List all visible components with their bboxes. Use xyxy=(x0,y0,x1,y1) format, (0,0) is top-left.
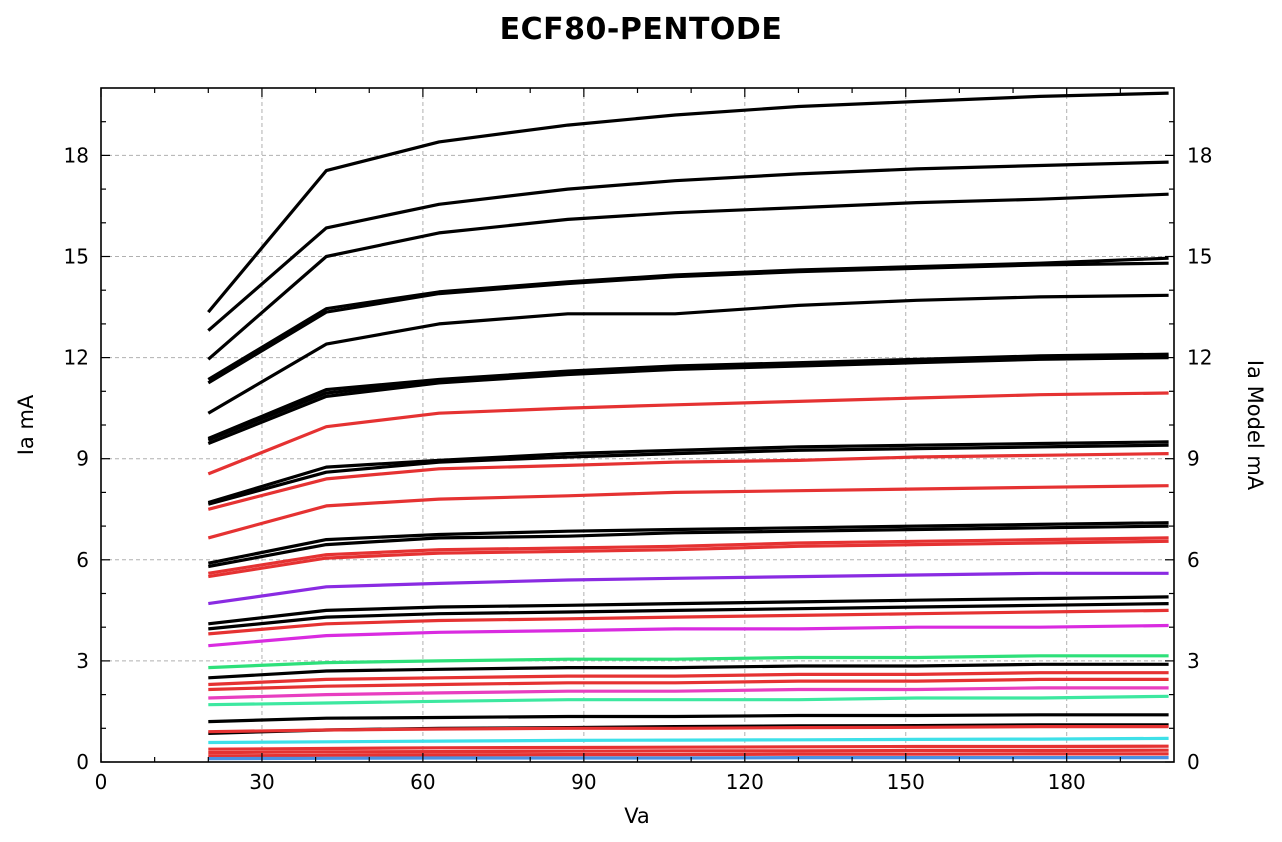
x-axis-label: Va xyxy=(624,804,650,828)
series-line-21 xyxy=(208,608,1169,636)
x-tick-label: 90 xyxy=(571,770,596,794)
y-tick-label-right: 9 xyxy=(1187,447,1200,471)
series-line-25 xyxy=(208,671,1169,687)
series-line-32 xyxy=(208,736,1169,745)
series-line-23 xyxy=(208,654,1169,670)
y-tick-label: 9 xyxy=(76,447,89,471)
chart-title: ECF80-PENTODE xyxy=(499,12,783,47)
ticks xyxy=(100,88,1174,763)
series-line-3 xyxy=(207,256,1169,381)
series-line-19 xyxy=(208,595,1169,626)
x-tick-label: 180 xyxy=(1048,770,1086,794)
x-tick-label: 120 xyxy=(726,770,764,794)
series-line-27 xyxy=(208,686,1169,700)
y-tick-label: 12 xyxy=(64,346,89,370)
curves xyxy=(207,91,1169,761)
series-line-26 xyxy=(208,677,1169,692)
series-line-28 xyxy=(208,694,1169,707)
series-line-8 xyxy=(207,356,1169,445)
x-tick-label: 0 xyxy=(95,770,108,794)
series-line-11 xyxy=(207,443,1169,506)
series-line-24 xyxy=(208,662,1169,680)
series-line-35 xyxy=(208,752,1169,758)
x-tick-label: 150 xyxy=(887,770,925,794)
y-tick-label-right: 6 xyxy=(1187,548,1200,572)
y-tick-label-right: 3 xyxy=(1187,649,1200,673)
series-line-6 xyxy=(207,352,1169,440)
series-line-36 xyxy=(208,756,1169,761)
y-tick-label: 15 xyxy=(64,245,89,269)
series-line-18 xyxy=(208,571,1169,606)
series-line-16 xyxy=(208,536,1169,575)
x-tick-label: 30 xyxy=(249,770,274,794)
y-tick-label: 6 xyxy=(76,548,89,572)
y-tick-label: 0 xyxy=(76,750,89,774)
y-axis-label: Ia mA xyxy=(14,394,38,455)
series-line-31 xyxy=(208,725,1169,734)
series-line-4 xyxy=(207,261,1169,385)
series-line-5 xyxy=(207,293,1169,415)
series-line-2 xyxy=(207,192,1169,361)
y-tick-label: 3 xyxy=(76,649,89,673)
series-line-12 xyxy=(207,452,1169,511)
y-tick-label-right: 0 xyxy=(1187,750,1200,774)
grid xyxy=(101,88,1174,762)
x-tick-label: 60 xyxy=(410,770,435,794)
series-line-17 xyxy=(208,539,1169,579)
y-tick-label-right: 15 xyxy=(1187,245,1212,269)
series-line-13 xyxy=(207,484,1169,540)
series-line-15 xyxy=(208,524,1169,569)
series-line-34 xyxy=(208,748,1169,755)
series-line-9 xyxy=(207,391,1169,476)
series-line-29 xyxy=(208,713,1169,724)
series-line-20 xyxy=(208,602,1169,631)
y-axis-label-right: Ia Model mA xyxy=(1243,360,1267,491)
series-line-33 xyxy=(208,744,1169,751)
y-tick-label: 18 xyxy=(64,143,89,167)
y-tick-label-right: 12 xyxy=(1187,346,1212,370)
series-line-10 xyxy=(207,440,1169,505)
series-line-1 xyxy=(207,160,1169,332)
series-line-14 xyxy=(207,521,1169,565)
series-line-7 xyxy=(207,354,1169,442)
series-line-22 xyxy=(208,623,1169,648)
y-tick-label-right: 18 xyxy=(1187,143,1212,167)
series-line-0 xyxy=(207,91,1169,314)
